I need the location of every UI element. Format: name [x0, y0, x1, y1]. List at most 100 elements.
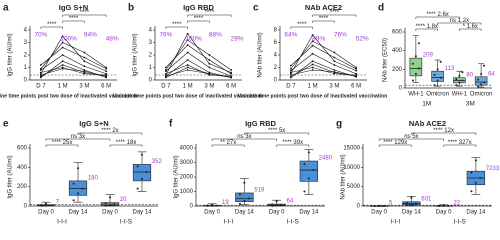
y-tick-label: 1 — [149, 65, 153, 71]
value-label: 601 — [421, 196, 432, 202]
group-label: 1M — [422, 101, 431, 108]
significance-label: **** 2x — [101, 128, 118, 134]
positive-rate: 76% — [334, 32, 347, 39]
subject-point — [61, 67, 64, 70]
panel-letter: b — [128, 3, 134, 14]
significance-bracket — [40, 26, 63, 29]
subject-point — [39, 71, 42, 74]
subject-point — [186, 32, 189, 35]
subject-point — [39, 72, 42, 75]
significance-bracket — [415, 16, 460, 19]
x-tick-label: 6 M — [101, 84, 111, 90]
data-point — [136, 165, 139, 168]
significance-label: **** — [319, 16, 329, 22]
y-tick-label: 2000 — [180, 175, 194, 181]
subject-line — [165, 39, 232, 71]
subject-point — [39, 74, 42, 76]
subject-line — [290, 53, 357, 75]
x-tick-label: 1 M — [58, 84, 68, 90]
data-point — [483, 64, 486, 67]
value-label: 352 — [152, 159, 163, 165]
significance-label: **** — [297, 22, 307, 28]
data-point — [243, 181, 246, 184]
x-tick-label: Day 14 — [299, 210, 319, 216]
data-point — [238, 202, 241, 205]
subject-point — [105, 72, 108, 75]
data-point — [141, 177, 143, 180]
subject-point — [83, 60, 86, 63]
value-label: 5 — [389, 201, 393, 207]
y-tick-label: 0 — [399, 86, 403, 92]
subject-point — [208, 72, 211, 75]
panel-title: NAb ACE2 — [409, 119, 446, 128]
subject-point — [230, 71, 233, 74]
subject-point — [230, 75, 233, 78]
subject-point — [39, 64, 42, 66]
subject-point — [208, 62, 211, 65]
x-tick-label: Day 0 — [436, 210, 452, 216]
panel-letter: e — [3, 119, 9, 130]
y-tick-label: 0 — [149, 78, 153, 84]
value-label: 2480 — [319, 156, 333, 162]
significance-bracket — [187, 14, 232, 17]
data-point — [45, 202, 47, 205]
data-point — [77, 167, 79, 170]
subject-point — [311, 44, 314, 47]
subject-line — [40, 35, 107, 74]
x-tick-label: 6 M — [226, 84, 236, 90]
y-axis-title: IgG titer (AU/ml) — [8, 155, 14, 198]
significance-bracket — [415, 28, 438, 31]
subject-line — [40, 42, 107, 69]
subject-point — [61, 41, 64, 44]
subject-point — [311, 40, 314, 43]
y-tick-label: 200 — [17, 184, 28, 190]
positive-rate: 48% — [106, 36, 119, 43]
data-point — [141, 153, 143, 156]
y-tick-label: 600 — [392, 30, 403, 36]
data-point — [307, 151, 310, 154]
subject-point — [208, 66, 211, 69]
group-label: 3M — [466, 101, 475, 108]
data-point — [312, 169, 315, 172]
panel-letter: d — [378, 3, 384, 14]
subject-point — [61, 64, 64, 66]
x-tick-label: Day 14 — [235, 210, 255, 216]
y-tick-label: 6 — [274, 40, 278, 46]
x-tick-label: 3 M — [329, 84, 339, 90]
significance-label: **** 2.6x — [426, 12, 448, 18]
group-label: I-I-S — [120, 219, 133, 226]
significance-label: ns 5x — [404, 134, 418, 140]
value-label: 209 — [423, 53, 434, 59]
data-point — [439, 60, 442, 63]
subject-point — [311, 34, 314, 36]
significance-bracket — [459, 28, 482, 31]
value-label: 20 — [120, 197, 127, 203]
data-point — [275, 204, 278, 207]
subject-point — [83, 56, 86, 59]
y-axis-title: NAb titer (AU/ml) — [258, 32, 264, 77]
significance-label: **** — [80, 10, 90, 16]
subject-point — [186, 44, 189, 46]
data-point — [405, 204, 408, 207]
y-tick-label: 600 — [17, 146, 28, 152]
data-point — [455, 78, 458, 81]
significance-bracket — [109, 144, 143, 147]
significance-label: **** 18x — [116, 140, 137, 146]
data-point — [480, 83, 483, 86]
figure: a IgG S+N IgG titer (AU/ml) 0 1 2 3 4 D 7 1 M 3 M 6… — [0, 3, 500, 226]
data-point — [458, 81, 461, 84]
significance-label: **** 129x — [383, 140, 407, 146]
x-tick-label: Day 0 — [371, 210, 387, 216]
significance-label: **** — [69, 16, 79, 22]
subject-point — [105, 70, 108, 73]
subject-point — [311, 60, 314, 63]
subject-line — [290, 45, 357, 70]
significance-label: ** 27x — [220, 140, 236, 146]
data-point — [280, 204, 283, 207]
x-tick-label: Day 0 — [269, 210, 285, 216]
subject-point — [333, 51, 336, 54]
panel-title: IgG RBD — [245, 119, 276, 128]
y-axis-title: IgG titer (AU/ml) — [174, 155, 180, 198]
subject-point — [83, 70, 86, 73]
subject-point — [355, 67, 358, 70]
